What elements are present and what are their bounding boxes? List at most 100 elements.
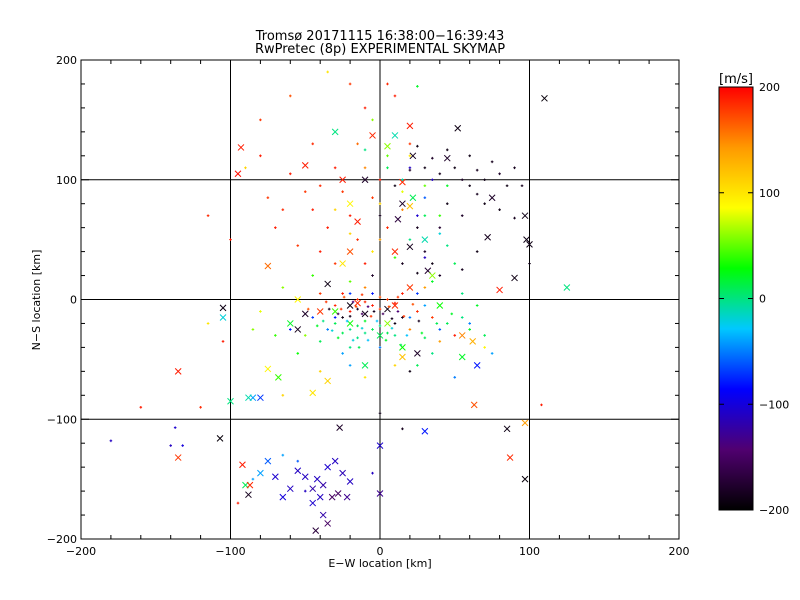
data-point-plus	[483, 178, 486, 182]
colorbar-ticks	[719, 86, 753, 511]
data-point-plus	[342, 295, 346, 299]
y-axis-label: N−S location [km]	[30, 250, 43, 351]
data-point-plus	[520, 184, 524, 188]
data-point-cross	[406, 122, 414, 130]
data-point-plus	[431, 178, 434, 182]
data-point-cross	[257, 469, 264, 477]
data-point-cross	[264, 262, 272, 270]
data-point-cross	[399, 178, 406, 186]
data-point-plus	[330, 329, 334, 332]
data-point-plus	[372, 310, 376, 313]
data-point-plus	[423, 336, 427, 340]
data-point-plus	[318, 340, 322, 343]
data-point-plus	[371, 118, 374, 122]
data-point-cross	[324, 520, 332, 527]
data-point-cross	[328, 493, 336, 501]
data-point-plus	[360, 326, 364, 330]
data-point-cross	[174, 367, 182, 375]
data-point-plus	[348, 310, 352, 313]
data-point-cross	[324, 377, 332, 385]
data-point-cross	[414, 350, 421, 357]
data-point-cross	[274, 373, 282, 381]
data-point-plus	[341, 190, 344, 194]
data-point-plus	[351, 300, 355, 304]
data-point-plus	[399, 343, 403, 347]
data-point-plus	[393, 256, 397, 259]
data-point-cross	[458, 332, 466, 339]
data-point-plus	[363, 300, 367, 304]
data-point-plus	[423, 196, 427, 200]
data-point-plus	[393, 334, 397, 337]
data-point-plus	[354, 305, 358, 308]
data-point-cross	[436, 302, 444, 309]
data-point-plus	[453, 376, 457, 379]
data-point-plus	[296, 352, 300, 355]
data-point-plus	[453, 166, 457, 170]
data-point-plus	[401, 208, 404, 211]
data-point-plus	[333, 316, 337, 319]
data-point-plus	[513, 166, 516, 170]
data-point-plus	[251, 477, 255, 481]
data-point-cross	[286, 320, 294, 327]
data-point-cross	[361, 362, 369, 369]
data-point-plus	[401, 262, 404, 265]
data-point-plus	[281, 394, 285, 397]
data-point-plus	[371, 292, 374, 295]
x-tick-labels: −200 −100 0 100 200	[66, 545, 690, 558]
data-point-cross	[343, 493, 351, 501]
data-point-plus	[453, 262, 457, 265]
data-point-plus	[408, 370, 412, 373]
data-point-plus	[528, 262, 531, 265]
data-point-plus	[351, 338, 355, 342]
data-point-plus	[348, 364, 352, 367]
axis-ticks	[80, 59, 680, 540]
data-point-plus	[363, 286, 367, 289]
data-point-cross	[521, 475, 529, 483]
data-point-cross	[391, 248, 399, 255]
data-point-cross	[428, 272, 436, 279]
data-point-cross	[563, 284, 571, 291]
data-point-plus	[513, 216, 516, 220]
y-tick-label: 200	[56, 54, 77, 67]
data-point-plus	[393, 364, 397, 367]
data-point-plus	[341, 352, 344, 355]
data-point-cross	[458, 353, 466, 361]
data-point-plus	[348, 328, 352, 331]
data-point-plus	[408, 238, 412, 241]
data-point-cross	[511, 274, 518, 282]
data-point-cross	[469, 338, 477, 345]
data-point-cross	[227, 397, 234, 405]
data-point-cross	[279, 493, 287, 501]
data-point-plus	[416, 85, 419, 88]
data-point-plus	[401, 178, 404, 182]
data-point-plus	[311, 142, 315, 146]
data-point-plus	[505, 184, 509, 188]
data-point-plus	[401, 292, 404, 295]
data-point-cross	[454, 124, 462, 132]
data-point-plus	[274, 334, 277, 337]
data-point-plus	[416, 310, 419, 313]
data-point-cross	[346, 200, 354, 208]
data-point-cross	[319, 511, 327, 519]
data-point-plus	[381, 312, 385, 316]
data-point-plus	[274, 226, 277, 229]
data-point-plus	[453, 334, 457, 337]
data-point-plus	[348, 346, 352, 349]
data-point-plus	[445, 244, 449, 247]
data-point-plus	[333, 304, 337, 307]
data-point-plus	[360, 293, 364, 297]
data-point-plus	[408, 168, 412, 172]
data-point-plus	[423, 250, 427, 253]
data-point-plus	[109, 439, 113, 443]
data-point-cross	[339, 176, 346, 184]
data-point-plus	[438, 328, 442, 331]
data-point-cross	[264, 365, 272, 373]
data-point-plus	[420, 331, 424, 335]
data-point-plus	[431, 352, 434, 355]
data-point-cross	[280, 542, 286, 548]
data-point-cross	[541, 94, 548, 102]
data-point-cross	[526, 241, 533, 248]
data-point-plus	[423, 256, 427, 259]
data-point-cross	[376, 490, 384, 497]
data-point-plus	[236, 501, 240, 505]
